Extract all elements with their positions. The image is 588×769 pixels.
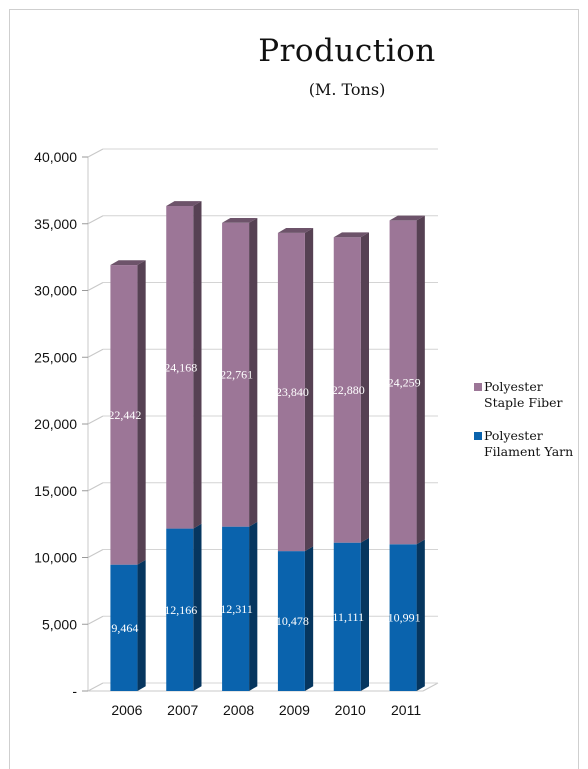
gridline-depth-30000 (87, 282, 104, 291)
y-tick-label: 20,000 (34, 416, 77, 432)
x-tick-label-2007: 2007 (167, 702, 198, 718)
data-label-2011-0: 10,991 (388, 611, 421, 625)
bar-top-2006 (110, 260, 146, 266)
data-label-2007-0: 12,166 (164, 603, 197, 617)
data-label-2010-1: 22,880 (332, 383, 365, 397)
gridline-depth-40000 (87, 148, 104, 158)
bar-side-2010-0 (360, 537, 369, 691)
data-label-2008-0: 12,311 (220, 602, 253, 616)
bar-2008-series-0 (222, 526, 250, 691)
legend-label-1: Polyester (484, 428, 543, 443)
legend-swatch-1 (474, 432, 482, 440)
x-tick-label-2008: 2008 (223, 702, 254, 718)
bar-side-2006-0 (137, 559, 146, 691)
bar-2011-series-1 (389, 220, 417, 545)
data-label-2009-1: 23,840 (276, 385, 309, 399)
y-tick-label: 5,000 (42, 616, 77, 632)
bar-top-2011 (389, 215, 425, 221)
x-tick-label-2006: 2006 (111, 702, 142, 718)
floor-edge-right (422, 682, 439, 692)
y-tick-label: 10,000 (34, 550, 77, 566)
gridline-depth-35000 (87, 215, 104, 225)
bar-side-2008-0 (249, 521, 258, 691)
gridline-depth-5000 (87, 615, 104, 625)
data-label-2008-1: 22,761 (220, 368, 253, 382)
bar-2010-series-0 (333, 542, 361, 691)
bar-side-2011-1 (416, 215, 425, 545)
y-tick-label: 30,000 (34, 283, 77, 299)
bar-2007-series-1 (166, 205, 194, 529)
chart-subtitle: (M. Tons) (308, 80, 386, 99)
y-tick-label: 40,000 (34, 149, 77, 165)
legend-swatch-0 (474, 383, 482, 391)
data-label-2011-1: 24,259 (388, 375, 421, 389)
x-tick-label-2010: 2010 (335, 702, 366, 718)
gridline-depth-0 (87, 682, 104, 692)
gridline-depth-15000 (87, 482, 104, 492)
gridline-depth-20000 (87, 415, 104, 425)
y-tick-label: 35,000 (34, 216, 77, 232)
x-tick-label-2011: 2011 (391, 702, 421, 718)
x-tick-label-2009: 2009 (279, 702, 310, 718)
legend-label-1: Filament Yarn (484, 444, 573, 459)
legend-label-0: Staple Fiber (484, 395, 562, 410)
data-label-2006-1: 22,442 (108, 408, 141, 422)
bar-top-2010 (333, 232, 369, 238)
gridline-depth-25000 (87, 348, 104, 358)
data-label-2010-0: 11,111 (332, 610, 364, 624)
bar-side-2006-1 (137, 260, 146, 565)
bar-side-2008-1 (249, 217, 258, 527)
chart-title: Production (258, 33, 436, 69)
data-label-2009-0: 10,478 (276, 614, 309, 628)
gridline-depth-10000 (87, 549, 104, 558)
data-label-2006-0: 9,464 (111, 621, 138, 635)
bar-2006-series-1 (110, 265, 138, 565)
bar-side-2009-0 (304, 546, 314, 691)
bar-side-2011-0 (416, 539, 425, 691)
data-label-2007-1: 24,168 (164, 360, 197, 374)
bar-2006-series-0 (110, 564, 138, 691)
bar-side-2007-1 (193, 201, 202, 529)
bar-side-2010-1 (360, 232, 369, 543)
bar-2009-series-0 (277, 551, 305, 691)
bar-top-2008 (222, 217, 258, 223)
y-tick-label: 15,000 (34, 483, 77, 499)
bar-side-2007-0 (193, 523, 202, 691)
bar-2007-series-0 (166, 528, 194, 691)
legend-label-0: Polyester (484, 379, 543, 394)
y-tick-label: - (72, 683, 77, 699)
y-tick-label: 25,000 (34, 349, 77, 365)
bar-2009-series-1 (277, 232, 305, 552)
bar-2011-series-0 (389, 544, 417, 691)
bar-side-2009-1 (304, 228, 314, 552)
bar-top-2009 (277, 228, 314, 233)
bar-top-2007 (166, 201, 202, 206)
bar-2010-series-1 (333, 237, 361, 543)
bar-2008-series-1 (222, 222, 250, 527)
